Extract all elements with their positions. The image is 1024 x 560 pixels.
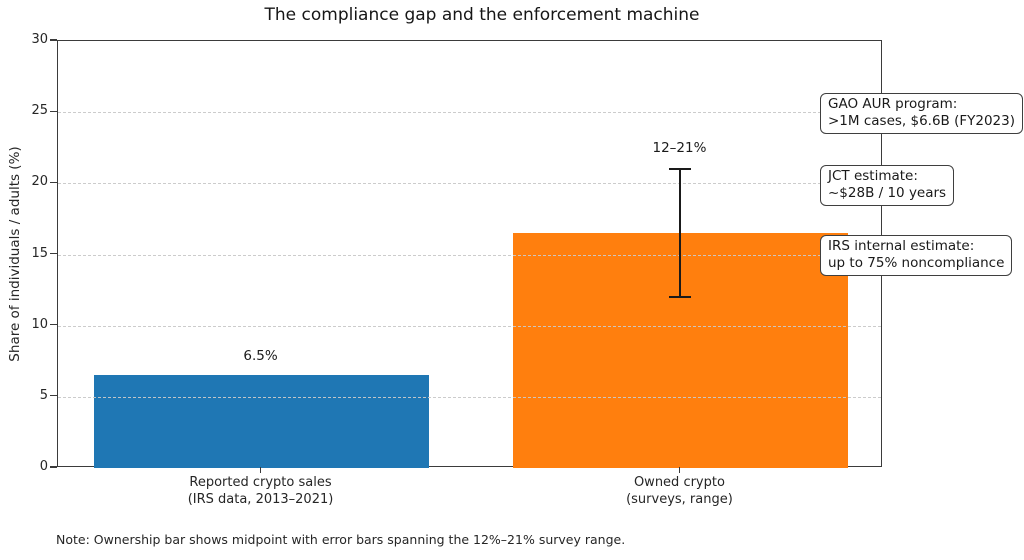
y-tick-mark-10 (50, 324, 57, 326)
bar-0 (94, 375, 430, 468)
grid-layer (58, 41, 881, 466)
gridline-25 (58, 112, 881, 114)
errorbar-cap-top (669, 168, 692, 171)
gridline-15 (58, 254, 881, 256)
gridline-10 (58, 325, 881, 327)
y-tick-label-20: 20 (31, 174, 48, 190)
y-tick-mark-0 (50, 466, 57, 468)
y-tick-mark-30 (50, 39, 57, 41)
y-tick-label-15: 15 (31, 245, 48, 261)
y-tick-label-5: 5 (39, 387, 48, 403)
x-tick-label-1: Owned crypto (surveys, range) (626, 475, 733, 507)
y-tick-mark-25 (50, 110, 57, 112)
x-tick-mark-1 (678, 467, 681, 473)
errorbar-cap-bottom (669, 296, 692, 299)
errorbar-range-label: 12–21% (652, 140, 707, 157)
y-tick-label-0: 0 (39, 459, 48, 474)
y-tick-mark-15 (50, 252, 57, 255)
chart-title: The compliance gap and the enforcement m… (264, 5, 700, 25)
gridline-5 (58, 396, 881, 398)
x-tick-label-0: Reported crypto sales (IRS data, 2013–20… (187, 475, 334, 507)
errorbar-stem (679, 169, 682, 298)
footnote: Note: Ownership bar shows midpoint with … (56, 532, 626, 547)
x-tick-mark-0 (259, 467, 262, 473)
annotation-jct-estimate: JCT estimate: ~$28B / 10 years (820, 165, 955, 206)
y-tick-mark-5 (50, 395, 57, 397)
y-tick-label-10: 10 (31, 316, 48, 332)
bar-value-label-0: 6.5% (243, 348, 278, 365)
annotation-irs-internal-estimate: IRS internal estimate: up to 75% noncomp… (820, 235, 1013, 276)
errorbar-layer (58, 41, 881, 466)
y-tick-label-30: 30 (31, 32, 48, 47)
plot-area (57, 40, 882, 468)
y-tick-mark-20 (50, 181, 57, 183)
y-tick-label-25: 25 (31, 103, 48, 119)
annotation-gao-aur-program: GAO AUR program: >1M cases, $6.6B (FY202… (820, 93, 1024, 134)
gridline-20 (58, 183, 881, 185)
